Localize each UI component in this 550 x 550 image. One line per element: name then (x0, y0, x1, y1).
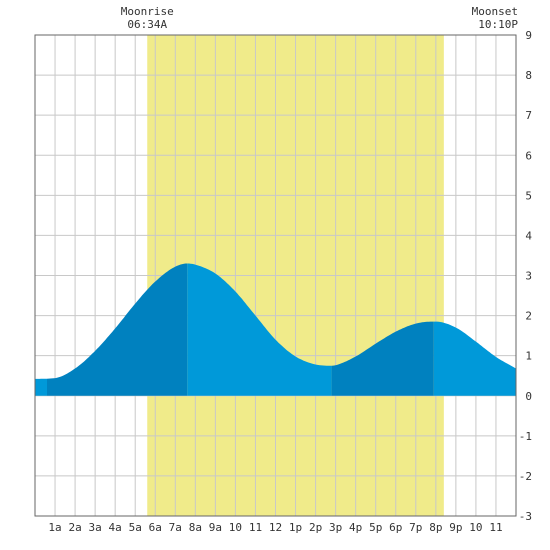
x-tick-label: 5p (369, 521, 382, 534)
x-tick-label: 5a (129, 521, 142, 534)
x-tick-label: 9p (449, 521, 462, 534)
x-tick-label: 11 (489, 521, 502, 534)
rising-tide-segment (331, 321, 434, 396)
y-tick-label: -1 (519, 430, 532, 443)
y-tick-label: -3 (519, 510, 532, 523)
x-tick-label: 3p (329, 521, 342, 534)
x-tick-label: 6p (389, 521, 402, 534)
y-tick-label: 1 (525, 350, 532, 363)
x-tick-label: 8a (189, 521, 202, 534)
moonrise-label: Moonrise (121, 5, 174, 18)
x-tick-label: 7p (409, 521, 422, 534)
y-tick-label: 7 (525, 109, 532, 122)
y-tick-labels: -3 -2 -1 0 1 2 3 4 5 6 7 8 9 (519, 29, 533, 523)
x-tick-label: 10 (469, 521, 482, 534)
x-tick-label: 10 (229, 521, 242, 534)
falling-tide-segment (433, 321, 516, 396)
x-tick-label: 2p (309, 521, 322, 534)
moonrise-time: 06:34A (127, 18, 167, 31)
x-tick-labels: 1a 2a 3a 4a 5a 6a 7a 8a 9a 10 11 12 1p 2p 3p 4p 5p 6p 7p 8p… (48, 521, 502, 534)
falling-tide-segment (187, 263, 332, 396)
x-tick-label: 12 (269, 521, 282, 534)
plot-frame (34, 34, 517, 517)
x-tick-label: 7a (169, 521, 182, 534)
y-tick-label: 6 (525, 149, 532, 162)
y-tick-label: 3 (525, 270, 532, 283)
rising-tide-segment (47, 263, 188, 396)
x-tick-label: 11 (249, 521, 262, 534)
y-tick-label: 2 (525, 310, 532, 323)
y-tick-label: 4 (525, 229, 532, 242)
tide-area (35, 263, 516, 396)
x-tick-label: 4p (349, 521, 362, 534)
x-tick-label: 8p (429, 521, 442, 534)
x-tick-label: 1p (289, 521, 302, 534)
y-tick-label: 5 (525, 189, 532, 202)
falling-tide-segment (35, 378, 47, 396)
moonset-time: 10:10P (478, 18, 518, 31)
moonset-label: Moonset (472, 5, 518, 18)
y-tick-label: -2 (519, 470, 532, 483)
x-tick-label: 6a (149, 521, 162, 534)
y-tick-label: 8 (525, 69, 532, 82)
x-tick-label: 1a (48, 521, 61, 534)
x-tick-label: 4a (109, 521, 122, 534)
x-tick-label: 9a (209, 521, 222, 534)
x-tick-label: 3a (89, 521, 102, 534)
y-tick-label: 9 (525, 29, 532, 42)
y-tick-label: 0 (525, 390, 532, 403)
x-tick-label: 2a (68, 521, 81, 534)
